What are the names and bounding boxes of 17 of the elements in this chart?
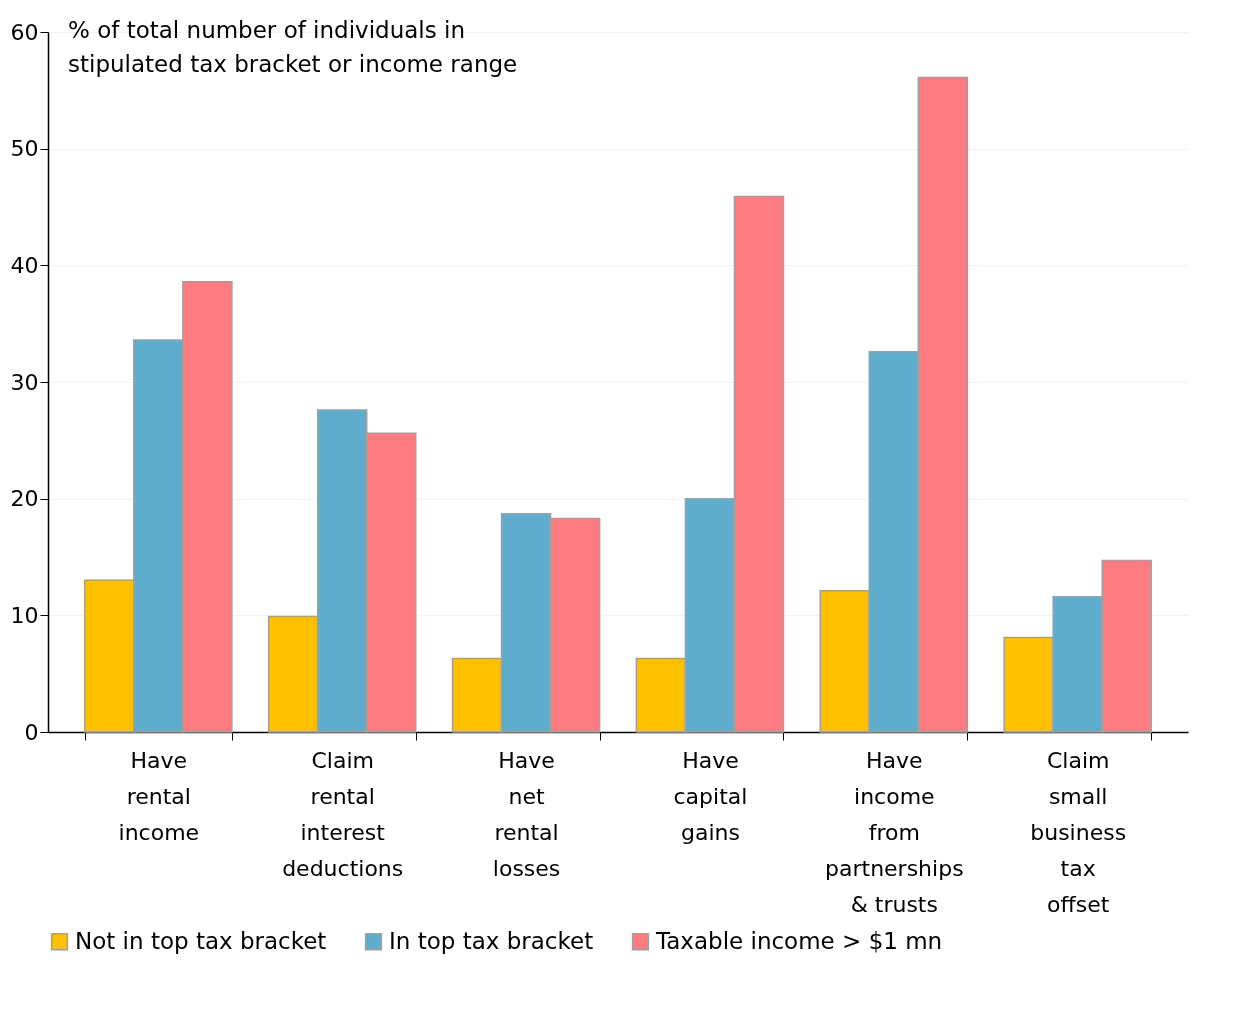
y-tick-label: 30 xyxy=(10,369,39,395)
y-tick-label: 50 xyxy=(10,136,39,162)
legend-label: Not in top tax bracket xyxy=(75,927,327,954)
legend-label: Taxable income > $1 mn xyxy=(655,927,943,954)
legend-label: In top tax bracket xyxy=(389,927,594,954)
y-tick-label: 0 xyxy=(24,719,39,745)
x-tick-label: Have net rental losses xyxy=(492,747,561,881)
y-axis-title: % of total number of individuals in stipulated tax bracket or income range xyxy=(68,17,518,77)
y-tick-label: 20 xyxy=(10,486,39,512)
y-tick-label: 60 xyxy=(10,19,39,45)
y-tick-label: 10 xyxy=(10,602,39,628)
x-tick-label: Have income from partnerships & trusts xyxy=(825,747,964,917)
x-tick-label: Claim small business tax offset xyxy=(1030,747,1127,917)
x-tick-label: Have rental income xyxy=(118,747,200,845)
x-tick-label: Have capital gains xyxy=(673,747,748,845)
x-tick-label: Claim rental interest deductions xyxy=(282,747,404,881)
y-tick-label: 40 xyxy=(10,252,39,278)
